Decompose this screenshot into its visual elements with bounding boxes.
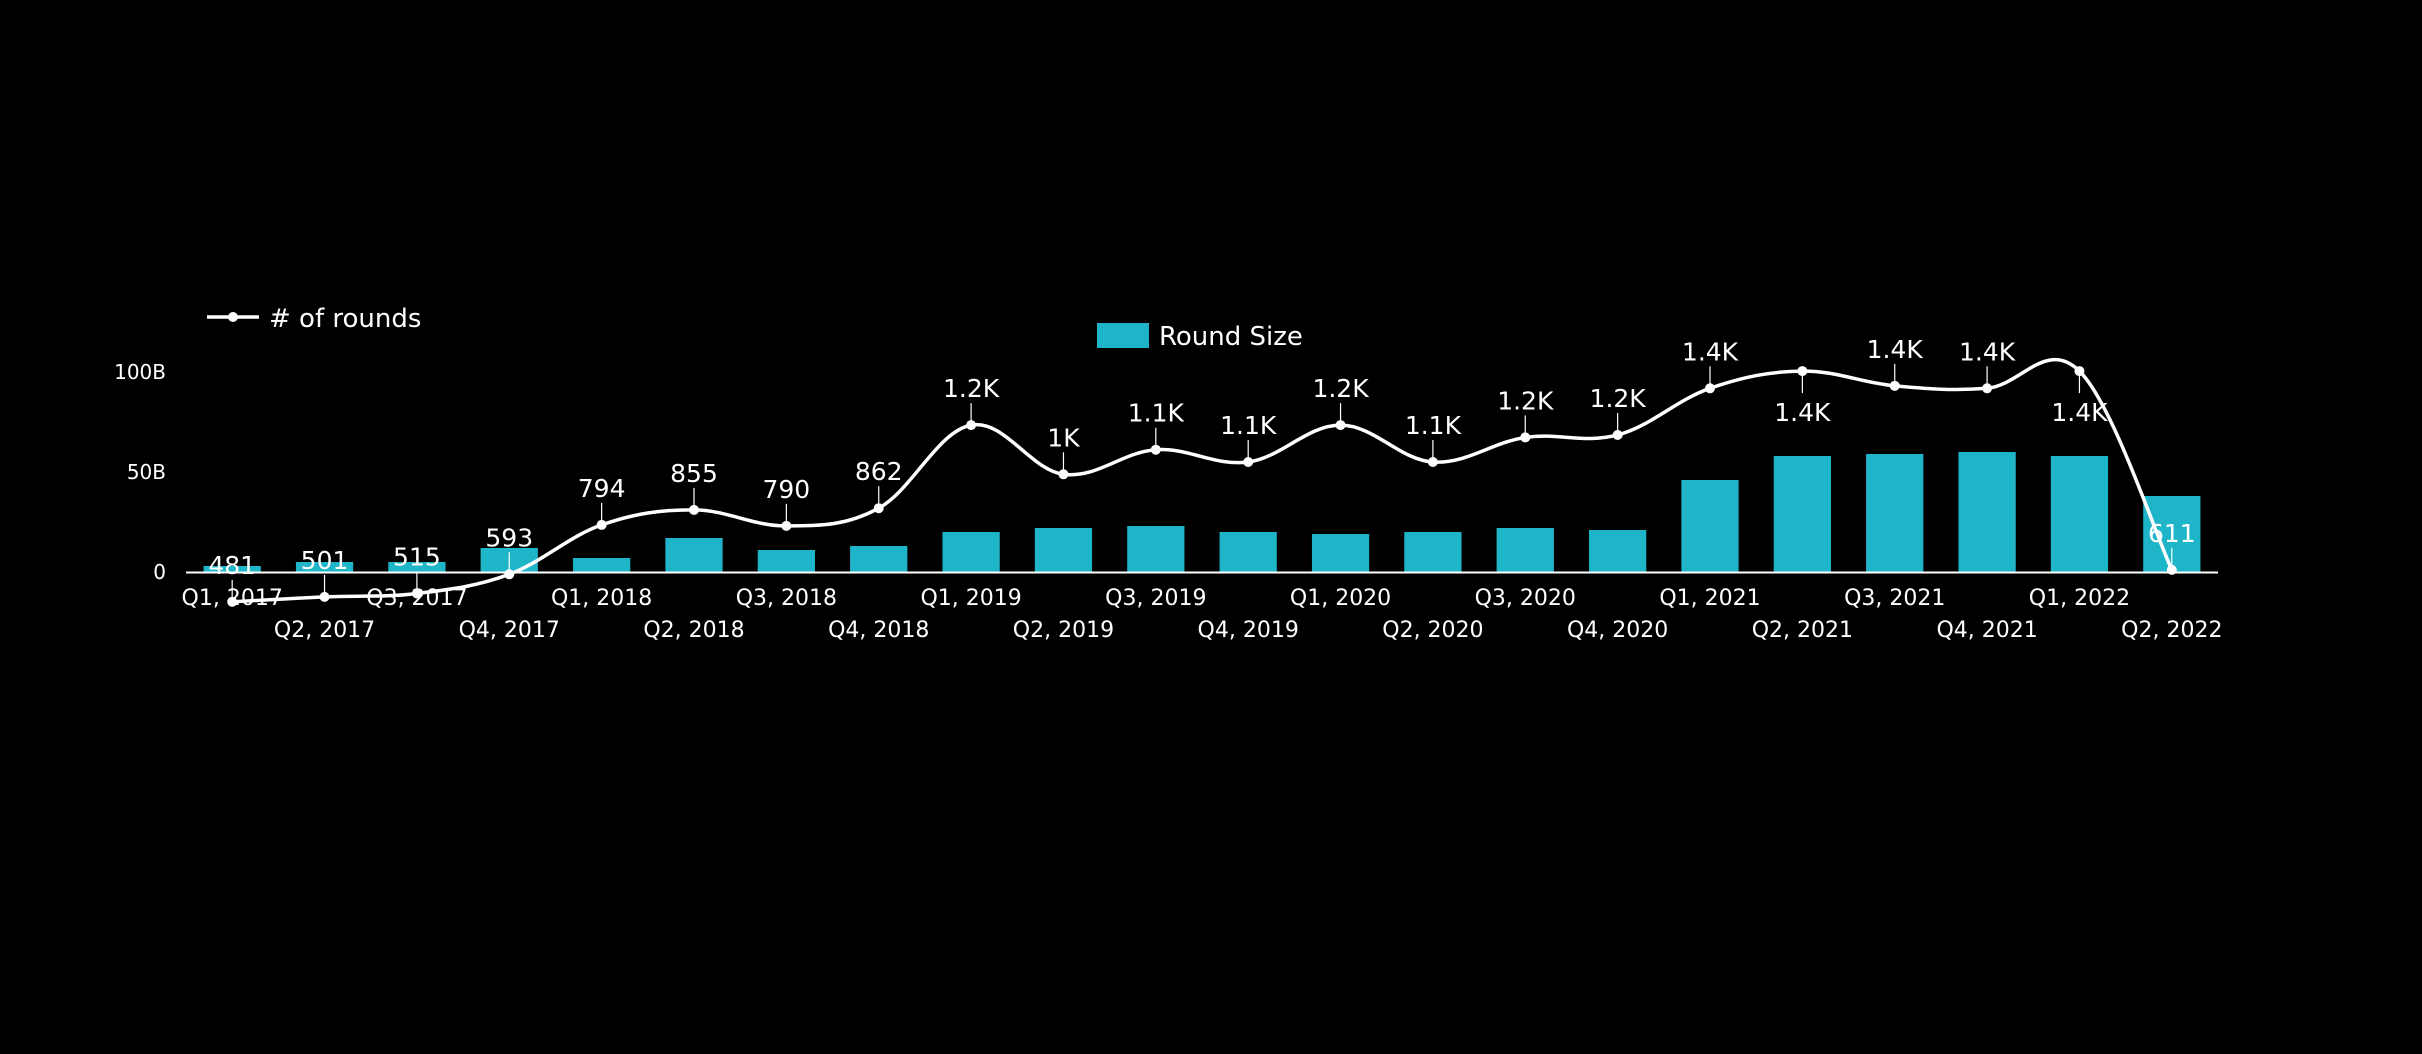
rounds-point: [1427, 457, 1438, 467]
bars: [203, 452, 2201, 572]
rounds-point: [411, 588, 422, 599]
x-tick-label: Q2, 2022: [2121, 618, 2222, 643]
bar: [1958, 452, 2016, 572]
legend-line-marker: [228, 312, 238, 322]
x-tick-label: Q4, 2020: [1567, 618, 1668, 643]
rounds-point: [873, 503, 884, 514]
rounds-data-label: 1.4K: [1682, 337, 1739, 366]
rounds-point: [1520, 432, 1531, 443]
rounds-data-label: 794: [578, 474, 626, 503]
rounds-point: [1705, 383, 1715, 394]
rounds-data-label: 1.4K: [1867, 335, 1924, 364]
bar: [203, 566, 261, 572]
rounds-point: [966, 420, 977, 431]
line-series: 481 501 515 593 794 855 790 862 1.2K 1K 1.1K 1.1K 1.…: [208, 335, 2196, 607]
bar: [1773, 456, 1831, 572]
bar: [1589, 530, 1647, 572]
x-tick-label: Q1, 2022: [2029, 586, 2130, 611]
bar: [388, 562, 446, 572]
y-tick-label: 50B: [127, 460, 166, 484]
x-tick-label: Q2, 2018: [643, 618, 744, 643]
bar: [665, 538, 723, 572]
rounds-data-label: 481: [208, 551, 256, 580]
x-tick-label: Q1, 2019: [920, 586, 1021, 611]
x-tick-label: Q4, 2019: [1198, 618, 1299, 643]
x-tick-label: Q2, 2020: [1382, 618, 1483, 643]
bar: [1127, 526, 1185, 572]
x-tick-label: Q3, 2021: [1844, 586, 1945, 611]
rounds-data-label: 1.2K: [943, 374, 1000, 403]
rounds-point: [1058, 469, 1069, 480]
rounds-point: [781, 520, 792, 531]
rounds-data-label: 1.2K: [1497, 386, 1554, 415]
x-tick-label: Q2, 2017: [274, 618, 375, 643]
rounds-data-label: 1.1K: [1128, 399, 1185, 428]
rounds-point: [1612, 429, 1623, 440]
rounds-data-label: 1.1K: [1405, 411, 1462, 440]
rounds-point: [319, 591, 330, 602]
x-tick-label: Q3, 2018: [736, 586, 837, 611]
legend-rounds: # of rounds: [207, 304, 421, 334]
rounds-point: [227, 596, 238, 607]
legend-round-size: Round Size: [1097, 322, 1303, 352]
bar: [942, 532, 1000, 572]
rounds-point: [1889, 380, 1900, 391]
bar: [757, 550, 815, 572]
y-tick-label: 100B: [114, 360, 166, 384]
rounds-data-label: 1.4K: [1774, 398, 1831, 427]
bar: [850, 546, 908, 572]
bar: [295, 562, 354, 572]
x-tick-label: Q2, 2019: [1013, 618, 1114, 643]
rounds-data-label: 1.2K: [1312, 374, 1369, 403]
legend-bar-swatch: [1097, 323, 1149, 348]
rounds-point: [2166, 564, 2177, 575]
bar: [1496, 528, 1554, 572]
rounds-data-label: 855: [670, 459, 718, 488]
x-tick-label: Q1, 2020: [1290, 586, 1391, 611]
x-tick-label: Q2, 2021: [1752, 618, 1853, 643]
rounds-data-label: 611: [2148, 519, 2196, 548]
y-tick-label: 0: [153, 560, 166, 584]
rounds-line: [232, 357, 2174, 604]
rounds-data-label: 1K: [1047, 423, 1080, 452]
bar: [1034, 528, 1093, 572]
rounds-point: [2074, 366, 2085, 377]
rounds-data-label: 1.1K: [1220, 411, 1277, 440]
x-tick-label: Q1, 2021: [1659, 586, 1760, 611]
rounds-point: [1797, 366, 1808, 377]
rounds-point: [1150, 444, 1161, 455]
rounds-data-label: 1.4K: [1959, 337, 2016, 366]
bar: [1681, 480, 1739, 572]
rounds-data-label: 790: [763, 475, 811, 504]
y-axis: 0 50B 100B: [114, 360, 166, 584]
rounds-data-label: 1.4K: [2051, 398, 2108, 427]
rounds-data-label: 862: [855, 457, 903, 486]
rounds-data-label: 515: [393, 542, 441, 571]
rounds-point: [504, 569, 515, 580]
bar: [1404, 532, 1462, 572]
rounds-data-label: 501: [301, 546, 349, 575]
rounds-point: [1335, 420, 1346, 431]
bar: [573, 558, 631, 572]
bar: [2050, 456, 2109, 572]
bar: [1866, 454, 1924, 572]
bar: [1311, 534, 1370, 572]
rounds-data-label: 1.2K: [1590, 384, 1647, 413]
rounds-point: [689, 504, 699, 515]
rounds-point: [1243, 457, 1254, 467]
rounds-point: [596, 519, 607, 530]
x-tick-label: Q3, 2019: [1105, 586, 1206, 611]
rounds-data-label: 593: [485, 523, 533, 552]
legend-rounds-label: # of rounds: [269, 304, 421, 334]
x-tick-label: Q3, 2020: [1475, 586, 1576, 611]
bar: [1219, 532, 1277, 572]
x-tick-label: Q4, 2021: [1936, 618, 2037, 643]
x-tick-label: Q4, 2017: [459, 618, 560, 643]
rounds-point: [1982, 383, 1993, 394]
x-tick-label: Q1, 2018: [551, 586, 652, 611]
legend-round-size-label: Round Size: [1159, 322, 1303, 352]
x-tick-label: Q4, 2018: [828, 618, 929, 643]
